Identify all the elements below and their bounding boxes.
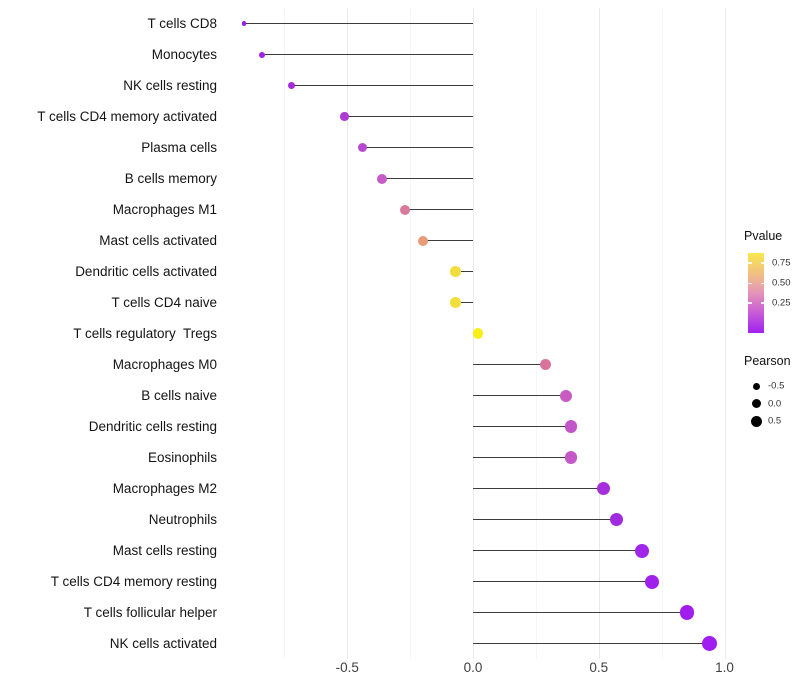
lollipop-stem [244, 22, 473, 25]
lollipop-dot [377, 173, 388, 184]
lollipop-dot [450, 266, 461, 277]
gridline-major [724, 8, 726, 659]
y-axis-label: T cells CD4 naive [111, 294, 217, 310]
lollipop-stem [473, 518, 617, 521]
colorbar-tick-mark [760, 262, 764, 264]
pvalue-tick-label: 0.50 [772, 277, 791, 289]
lollipop-stem [422, 239, 473, 242]
lollipop-stem [362, 146, 473, 149]
pearson-size-label: 0.5 [768, 415, 782, 427]
lollipop-dot [560, 389, 573, 402]
lollipop-stem [473, 363, 546, 366]
x-axis-labels: -0.5 0.0 0.5 1.0 [0, 659, 800, 679]
pearson-size-dot [751, 399, 761, 409]
pvalue-legend-title: Pvalue [744, 229, 783, 243]
lollipop-dot [679, 605, 695, 620]
lollipop-dot [634, 543, 649, 558]
gridline-minor [284, 8, 286, 659]
lollipop-stem [291, 84, 473, 87]
lollipop-dot [540, 359, 552, 371]
lollipop-dot [357, 143, 367, 153]
lollipop-stem [455, 270, 473, 273]
colorbar-tick-mark [760, 302, 764, 304]
lollipop-dot [701, 635, 718, 652]
lollipop-stem [455, 301, 473, 304]
y-axis-label: T cells regulatory Tregs [73, 325, 217, 341]
lollipop-dot [597, 482, 611, 496]
colorbar-tick-mark [748, 282, 752, 285]
lollipop-dot [400, 204, 411, 215]
colorbar-tick-mark [760, 282, 764, 285]
pvalue-tick-label: 0.75 [772, 257, 791, 269]
lollipop-dot [609, 512, 624, 527]
legend: Pvalue 0.75 0.50 0.25 Pearson -0.5 0.0 0.5 [740, 225, 800, 440]
y-axis-labels: T cells CD8 Monocytes NK cells resting T ce… [0, 0, 217, 700]
y-axis-label: Dendritic cells activated [75, 263, 217, 279]
lollipop-stem [382, 177, 473, 180]
lollipop-dot [564, 420, 578, 433]
lollipop-stem [473, 580, 652, 583]
y-axis-label: NK cells activated [109, 635, 217, 651]
lollipop-stem [344, 115, 473, 118]
y-axis-label: B cells memory [124, 170, 217, 186]
y-axis-label: Mast cells resting [112, 542, 217, 558]
gridline-minor [661, 8, 663, 659]
y-axis-label: Macrophages M1 [112, 201, 217, 217]
x-axis-tick-label: 1.0 [715, 660, 734, 675]
gridline-major [598, 8, 600, 659]
x-axis-tick-label: 0.5 [589, 660, 609, 675]
y-axis-label: Macrophages M0 [112, 356, 217, 372]
pearson-size-dot [752, 382, 760, 390]
pvalue-tick-label: 0.25 [772, 297, 791, 309]
y-axis-label: B cells naive [141, 387, 217, 403]
lollipop-stem [405, 208, 473, 211]
lollipop-dot [564, 451, 578, 464]
lollipop-stem [473, 549, 642, 552]
lollipop-stem [261, 53, 473, 56]
lollipop-dot [450, 297, 461, 308]
y-axis-label: Macrophages M2 [112, 480, 217, 496]
gridline-minor [535, 8, 537, 659]
lollipop-stem [473, 456, 572, 459]
plot-panel [237, 8, 742, 659]
lollipop-stem [473, 425, 572, 428]
lollipop-dot [472, 328, 484, 339]
y-axis-label: T cells follicular helper [83, 604, 217, 620]
lollipop-dot [258, 51, 265, 58]
gridline-major [347, 8, 349, 659]
y-axis-label: T cells CD8 [147, 15, 217, 31]
y-axis-label: Eosinophils [147, 449, 217, 465]
colorbar-tick-mark [748, 262, 752, 264]
pearson-size-label: -0.5 [768, 380, 785, 392]
y-axis-label: NK cells resting [123, 77, 217, 93]
y-axis-label: Plasma cells [141, 139, 217, 155]
x-axis-tick-label: 0.0 [463, 660, 483, 675]
lollipop-stem [473, 394, 567, 397]
lollipop-dot [288, 82, 296, 90]
lollipop-dot [644, 574, 659, 589]
colorbar-tick-mark [748, 302, 752, 304]
lollipop-stem [473, 642, 710, 645]
pearson-legend-title: Pearson [744, 354, 791, 368]
y-axis-label: T cells CD4 memory activated [37, 108, 217, 124]
y-axis-label: Monocytes [151, 46, 217, 62]
gridline-minor [410, 8, 412, 659]
pvalue-colorbar [748, 253, 764, 333]
lollipop-dot [417, 235, 428, 246]
pearson-size-label: 0.0 [768, 398, 782, 410]
pearson-size-dot [750, 415, 762, 427]
x-axis-tick-label: -0.5 [335, 660, 359, 675]
lollipop-dot [340, 112, 349, 121]
y-axis-label: T cells CD4 memory resting [50, 573, 217, 589]
lollipop-stem [473, 611, 687, 614]
y-axis-label: Mast cells activated [99, 232, 217, 248]
lollipop-dot [241, 21, 247, 26]
y-axis-label: Neutrophils [148, 511, 217, 527]
lollipop-stem [473, 487, 604, 490]
y-axis-label: Dendritic cells resting [88, 418, 217, 434]
